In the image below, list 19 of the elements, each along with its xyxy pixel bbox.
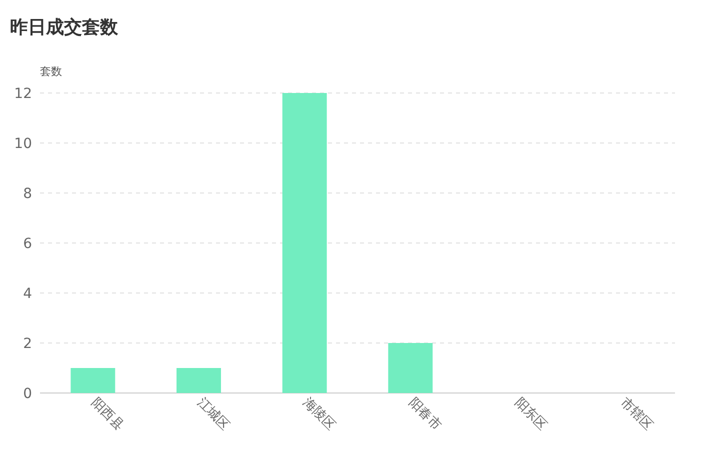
bar — [70, 368, 116, 393]
y-tick-label: 2 — [23, 336, 32, 352]
x-tick-label: 市辖区 — [617, 395, 656, 434]
bar — [176, 368, 221, 393]
y-tick-label: 12 — [14, 86, 32, 102]
chart-title: 昨日成交套数 — [10, 17, 119, 38]
y-axis-title: 套数 — [40, 65, 62, 78]
bar — [388, 343, 433, 393]
x-tick-label: 海陵区 — [300, 395, 338, 434]
y-tick-label: 6 — [23, 236, 32, 252]
x-tick-label: 阳西县 — [88, 395, 126, 434]
y-tick-label: 4 — [23, 286, 32, 302]
x-tick-label: 阳春市 — [406, 395, 444, 434]
x-tick-label: 江城区 — [194, 395, 232, 434]
y-tick-label: 10 — [14, 136, 32, 152]
y-tick-label: 8 — [23, 186, 32, 202]
y-tick-label: 0 — [23, 386, 32, 402]
bar — [282, 93, 327, 393]
x-tick-label: 阳东区 — [511, 395, 550, 434]
